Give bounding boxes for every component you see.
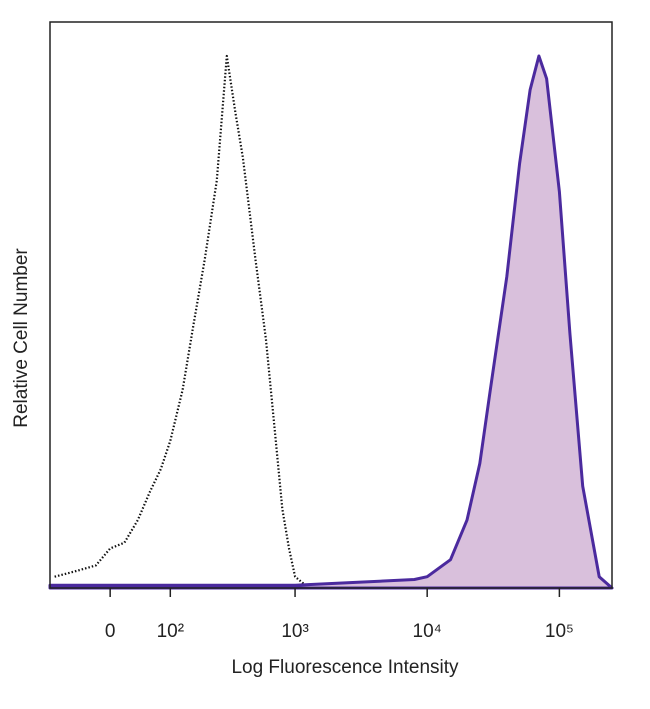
histogram-line [54,54,335,590]
y-axis-label: Relative Cell Number [11,248,32,428]
x-axis-label: Log Fluorescence Intensity [231,657,459,678]
plot-frame [49,21,613,589]
histogram-area [48,54,614,590]
x-tick-label: 0 [105,621,116,642]
x-tick-label: 10⁵ [545,621,574,642]
x-tick-label: 10² [157,621,184,642]
x-tick-label: 10³ [281,621,308,642]
x-tick-label: 10⁴ [413,621,442,642]
